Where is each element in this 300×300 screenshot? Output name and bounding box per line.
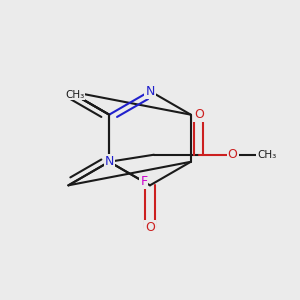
Text: O: O — [228, 148, 238, 161]
Text: N: N — [145, 85, 155, 98]
Text: N: N — [104, 155, 114, 168]
Text: CH₃: CH₃ — [257, 150, 276, 160]
Text: CH₃: CH₃ — [65, 90, 84, 100]
Text: O: O — [194, 108, 204, 121]
Text: F: F — [140, 175, 147, 188]
Text: O: O — [145, 221, 155, 234]
